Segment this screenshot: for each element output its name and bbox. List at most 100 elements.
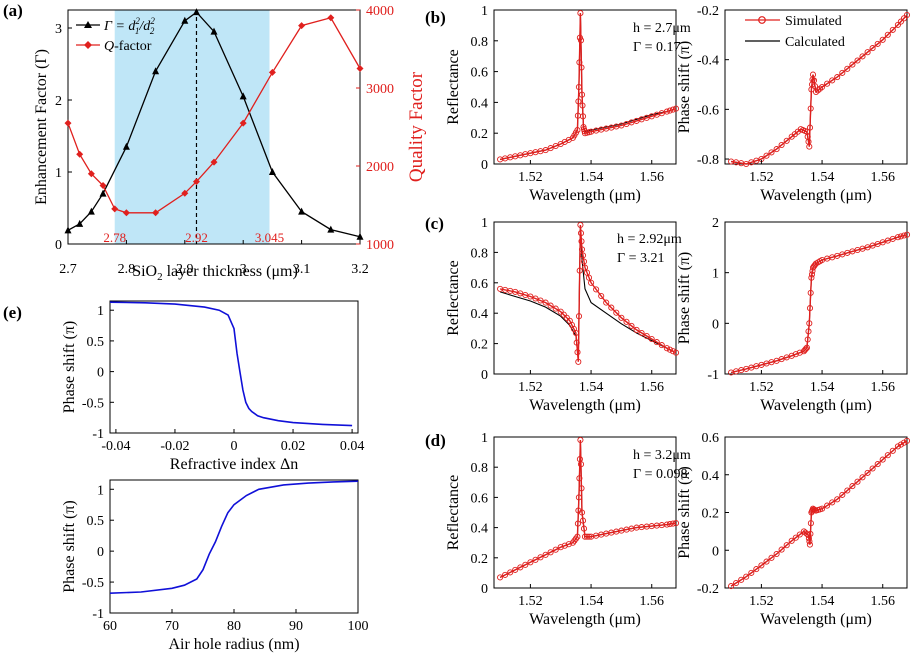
panel-c-phase-simulated-point	[900, 232, 908, 239]
panel-c-reflectance-simulated-point	[623, 318, 630, 325]
panel-d-phase-xtick-label: 1.52	[749, 594, 774, 609]
data-point-q-factor	[210, 158, 218, 166]
panel-a-left-ytick-label: 0	[55, 238, 62, 253]
panel-c-reflectance-simulated-point	[574, 349, 581, 356]
panel-e2-xtick-label: 70	[165, 619, 179, 634]
panel-e1-phase-line	[109, 301, 353, 427]
panel-a-left-ytick-label: 3	[55, 22, 62, 37]
panel-b-phase-x-axis-label: Wavelength (μm)	[760, 187, 872, 204]
panel-c-reflectance-simulated-point	[663, 345, 670, 352]
legend-entry-calculated: Calculated	[785, 35, 845, 50]
panel-b-phase-simulated-point	[806, 143, 813, 150]
panel-c-phase-xtick-label: 1.56	[870, 380, 895, 395]
data-point-q-factor	[181, 189, 189, 197]
panel-d-reflectance-simulated-point	[497, 574, 504, 581]
panel-c-phase-simulated-point	[808, 274, 815, 281]
panel-b-phase-simulated-point	[894, 21, 901, 28]
panel-b-reflectance-simulated-point	[576, 59, 583, 66]
y-axis-label-left-a: Enhancement Factor (Γ)	[33, 49, 50, 205]
panel-b-phase-simulated-point	[809, 71, 817, 78]
panel-d-phase-simulated-point	[874, 461, 881, 468]
panel-b-phase-simulated-point	[844, 65, 851, 72]
panel-d-phase-simulated-point	[869, 465, 876, 472]
panel-c-reflectance-simulated-point	[578, 238, 585, 245]
panel-b-reflectance-simulated-point	[579, 102, 586, 109]
data-point-q-factor	[64, 119, 72, 127]
panel-c-phase-xtick-label: 1.52	[749, 380, 774, 395]
panel-d-reflectance-simulated-point	[517, 564, 524, 571]
panel-d-phase-simulated-point	[763, 558, 770, 565]
panel-e2-xtick-label: 60	[103, 619, 117, 634]
panel-d-reflectance-ytick-label: 0.2	[471, 552, 489, 567]
panel-c-reflectance-simulated-point	[552, 305, 559, 312]
plot-frame-a	[67, 9, 361, 245]
panel-b-phase-simulated-point	[849, 61, 856, 68]
series-line-gamma	[67, 11, 361, 238]
panel-c-reflectance-simulated-point	[573, 339, 580, 346]
panel-c-reflectance-xtick-label: 1.52	[518, 380, 543, 395]
panel-c-phase-simulated-point	[802, 345, 809, 352]
panel-e2-frame	[109, 479, 359, 614]
panel-e1-ytick-label: -0.5	[82, 396, 104, 411]
panel-b-reflectance-simulated-point	[663, 108, 670, 115]
panel-d-phase-simulated-point	[728, 583, 735, 590]
data-point-gamma	[327, 225, 335, 233]
panel-a-left-ytick-label: 2	[55, 94, 62, 109]
panel-d-phase-simulated-point	[806, 538, 813, 545]
panel-b-reflectance-simulated-point	[577, 10, 584, 17]
panel-b: (b) h = 2.7μm Γ = 0.17 Simulated Calcula…	[425, 8, 845, 55]
panel-a-xtick-label: 2.7	[59, 262, 77, 277]
panel-d-phase-simulated-point	[807, 520, 814, 527]
panel-d-reflectance-simulated-point	[663, 521, 670, 528]
panel-d-phase-ytick-label: 0.6	[702, 431, 720, 446]
panel-d-reflectance-simulated-point	[512, 566, 519, 573]
panel-e1-xtick-label: -0.02	[160, 439, 189, 454]
panel-c-reflectance-simulated-point	[547, 302, 554, 309]
panel-c-reflectance-simulated-point	[581, 264, 589, 271]
panel-c-reflectance-simulated-point	[598, 292, 605, 300]
data-point-q-factor	[111, 205, 119, 213]
panel-c-reflectance-simulated-point	[537, 297, 544, 304]
panel-b-phase-simulated-point	[819, 83, 826, 91]
panel-c-reflectance-simulated-point	[575, 358, 582, 365]
panel-b-phase-simulated-point	[773, 146, 780, 153]
panel-label-b: (b)	[425, 8, 446, 27]
annotation-c-gamma: Γ = 3.21	[617, 251, 665, 266]
data-point-gamma	[239, 92, 247, 100]
legend-a: Γ = d2 1/d2 2 Q-factor	[76, 16, 155, 54]
panel-d-phase-xtick-label: 1.54	[810, 594, 835, 609]
panel-e1-ytick-label: 0.5	[87, 335, 105, 350]
highlight-tick-label: 3.045	[255, 230, 284, 245]
panel-c: (c) h = 2.92μm Γ = 3.21	[425, 214, 682, 266]
panel-d-phase-simulated-point	[894, 443, 901, 450]
panel-c-reflectance-simulated-point	[672, 349, 680, 356]
panel-a-xtick-label: 3.1	[293, 262, 311, 277]
panel-c-reflectance-frame	[493, 221, 677, 375]
panel-c-reflectance-simulated-point	[633, 326, 640, 333]
panel-b-reflectance-simulated-line	[499, 13, 677, 161]
panel-b-phase-simulated-point	[897, 18, 904, 25]
legend-b: Simulated Calculated	[745, 14, 845, 50]
panel-e2-ytick-label: -0.5	[82, 576, 104, 591]
panel-d-reflectance-y-axis-label: Reflectance	[445, 475, 462, 551]
data-point-gamma	[298, 207, 306, 215]
data-point-gamma	[192, 8, 200, 16]
panel-d-reflectance-frame	[493, 436, 677, 589]
annotation-b-height: h = 2.7μm	[633, 21, 691, 36]
panel-e: (e)	[3, 303, 22, 322]
annotation-c-height: h = 2.92μm	[617, 232, 682, 247]
highlight-tick-label: 2.92	[185, 230, 208, 245]
annotation-d-gamma: Γ = 0.098	[633, 467, 688, 482]
panel-b-reflectance-ytick-label: 0.4	[471, 96, 489, 111]
panel-c-reflectance-simulated-point	[638, 329, 645, 337]
panel-e2-ytick-label: 0	[97, 545, 104, 560]
panel-d-phase-simulated-point	[879, 456, 886, 463]
data-point-q-factor	[239, 119, 247, 127]
data-point-q-factor	[99, 182, 107, 189]
panel-d-phase-simulated-point	[806, 541, 813, 548]
panel-d-reflectance-simulated-point	[577, 436, 584, 444]
panel-b-reflectance-frame	[493, 9, 677, 165]
panel-c-reflectance-simulated-point	[588, 279, 595, 286]
panel-e2-y-axis-label: Phase shift (π)	[61, 500, 78, 593]
panel-label-a: (a)	[3, 1, 23, 20]
